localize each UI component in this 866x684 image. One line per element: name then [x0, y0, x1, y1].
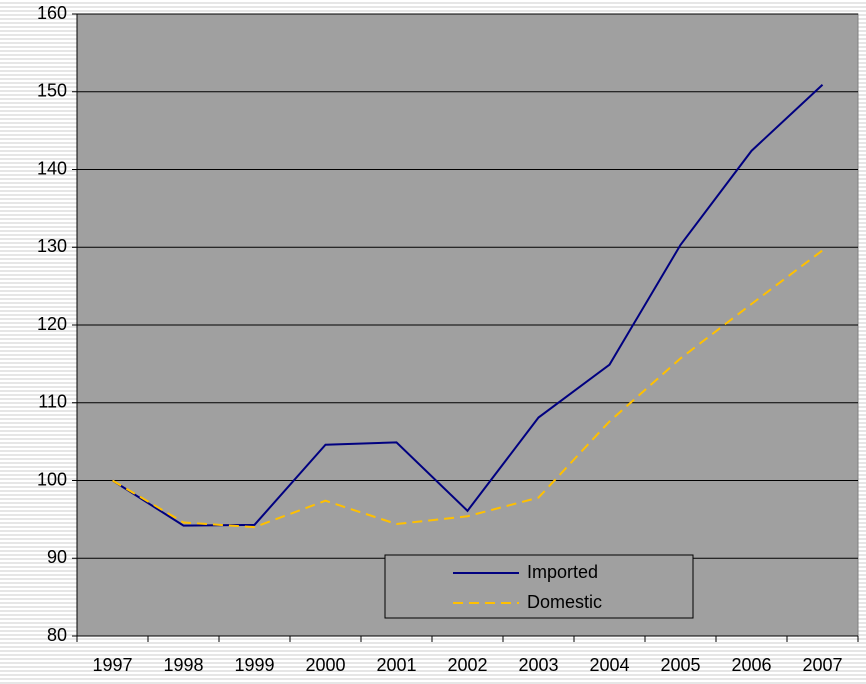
- y-tick-label: 120: [37, 314, 67, 334]
- y-tick-label: 150: [37, 81, 67, 101]
- legend-label: Imported: [527, 562, 598, 582]
- legend-label: Domestic: [527, 592, 602, 612]
- y-tick-label: 90: [47, 547, 67, 567]
- x-tick-label: 2004: [589, 655, 629, 675]
- x-tick-label: 1998: [163, 655, 203, 675]
- x-tick-label: 2007: [802, 655, 842, 675]
- y-tick-label: 80: [47, 625, 67, 645]
- x-tick-label: 2002: [447, 655, 487, 675]
- y-tick-label: 130: [37, 236, 67, 256]
- y-tick-label: 160: [37, 3, 67, 23]
- legend-box: [384, 554, 694, 619]
- x-tick-label: 1999: [234, 655, 274, 675]
- y-tick-label: 110: [38, 392, 67, 412]
- y-tick-label: 100: [37, 469, 67, 489]
- y-tick-label: 140: [37, 158, 67, 178]
- x-tick-label: 2005: [660, 655, 700, 675]
- x-tick-label: 2006: [731, 655, 771, 675]
- legend: Imported Domestic: [384, 554, 694, 619]
- x-tick-label: 1997: [92, 655, 132, 675]
- series-line: [111, 249, 824, 529]
- x-tick-label: 2003: [518, 655, 558, 675]
- x-tick-label: 2001: [376, 655, 416, 675]
- x-tick-label: 2000: [305, 655, 345, 675]
